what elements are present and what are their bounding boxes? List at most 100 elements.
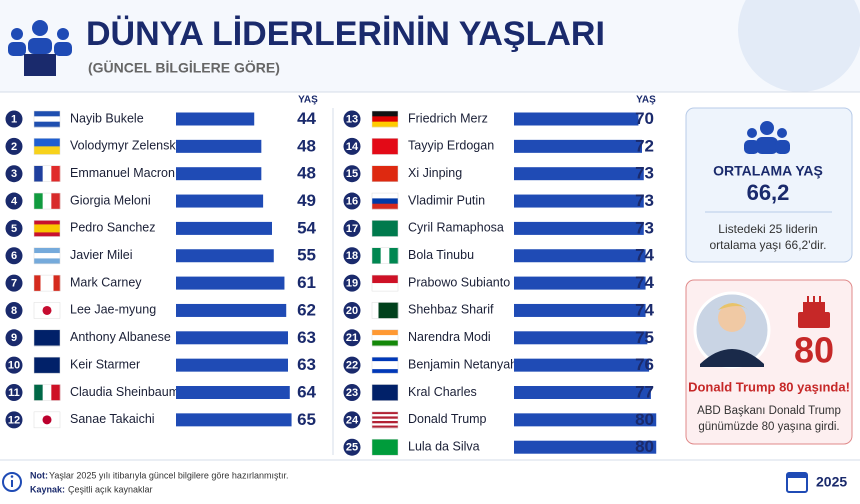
info-icon-bar [11,480,13,487]
flag-stripe [372,418,398,422]
rank-badge [5,384,23,401]
rank-badge [343,165,361,183]
flag-border [371,384,399,401]
flag-stripe [372,384,398,401]
rank-badge [343,384,361,401]
flag-stripe [372,138,398,155]
rank-badge [343,137,361,155]
flag-stripe [34,357,60,374]
subtitle: (GÜNCEL BİLGİLERE GÖRE) [88,60,280,76]
flag-stripe [372,275,398,284]
flag-stripe [34,111,60,117]
flag-emblem [42,305,52,315]
bar [176,358,288,372]
flag-stripe [372,121,398,128]
flag-border [371,192,399,210]
value-label: 73 [635,164,654,183]
rank-badge [5,247,23,265]
bar [514,386,651,399]
value-label: 54 [297,218,316,237]
rank-badge [5,274,23,292]
flag-stripe [372,369,398,374]
rank: 23 [346,387,358,399]
bar [514,249,646,263]
trump-age: 80 [794,330,834,371]
flag-border [371,138,399,155]
leader-name: Javier Milei [70,248,133,262]
value-label: 64 [297,382,316,401]
flag-stripe [372,414,398,417]
rank: 17 [346,223,358,235]
flag-stripe [385,302,392,319]
rank: 24 [346,414,359,426]
flag-stripe [372,335,398,341]
bar [514,167,644,181]
bar [176,386,290,399]
flag-stripe [389,247,399,264]
flag-stripe [372,247,381,264]
leader-name: Pedro Sanchez [70,221,155,235]
rank-badge [5,165,23,183]
rank: 5 [11,223,17,235]
flag-border [371,247,399,264]
bar [176,276,285,290]
flag-border [371,274,399,292]
flag-stripe [47,275,54,292]
bar [176,112,255,126]
trump-text: günümüzde 80 yaşına girdi. [698,421,839,433]
flag-stripe [34,232,60,237]
flag-stripe [42,165,52,182]
bar [514,139,642,153]
rank: 22 [346,360,358,372]
value-label: 61 [297,273,316,292]
rank-badge [343,192,361,210]
note-label: Not: [30,470,48,480]
value-label: 65 [297,410,316,429]
leader-name: Benjamin Netanyahu [408,357,524,371]
trump-photo-face [718,304,746,332]
leader-name: Friedrich Merz [408,111,488,125]
leader-name: Xi Jinping [408,166,462,180]
bar [514,413,657,427]
leader-name: Cyril Ramaphosa [408,221,504,235]
bar [514,221,644,235]
flag-stripe [34,384,43,401]
trump-photo-suit [700,349,764,367]
rank-badge [5,192,23,210]
flag-border [33,138,61,155]
rank: 6 [11,250,17,262]
flag-border [33,110,61,128]
flag-stripe [372,329,398,336]
trump-headline: Donald Trump 80 yaşında! [688,379,850,394]
leader-name: Narendra Modi [408,330,491,344]
flag-stripe [372,283,398,292]
average-text: ortalama yaşı 66,2'dir. [709,238,826,252]
leader-name: Vladimir Putin [408,193,485,207]
rank-badge [343,356,361,374]
leader-name: Claudia Sheinbaum [70,385,179,399]
trump-photo-hair [718,303,748,310]
value-label: 55 [297,246,316,265]
leader-name: Lula da Silva [408,439,480,453]
bar [514,112,639,126]
flag-stripe [51,384,61,401]
flag-stripe [51,193,61,210]
flag-stripe [372,193,398,199]
bar [176,331,288,345]
flag-border [33,165,61,182]
rank: 16 [346,195,358,207]
value-label: 72 [635,136,654,155]
flag-stripe [372,423,398,426]
flag-border [33,192,61,210]
rank-badge [5,411,23,429]
flag-border [33,329,61,347]
bar [176,194,264,208]
value-label: 80 [635,410,654,429]
rank: 13 [346,113,358,125]
rank-badge [343,411,361,429]
rank: 19 [346,278,358,290]
rank-badge [343,247,361,265]
rank-badge [5,137,23,155]
rank: 4 [11,195,18,207]
source: Çeşitli açık kaynaklar [68,484,153,494]
